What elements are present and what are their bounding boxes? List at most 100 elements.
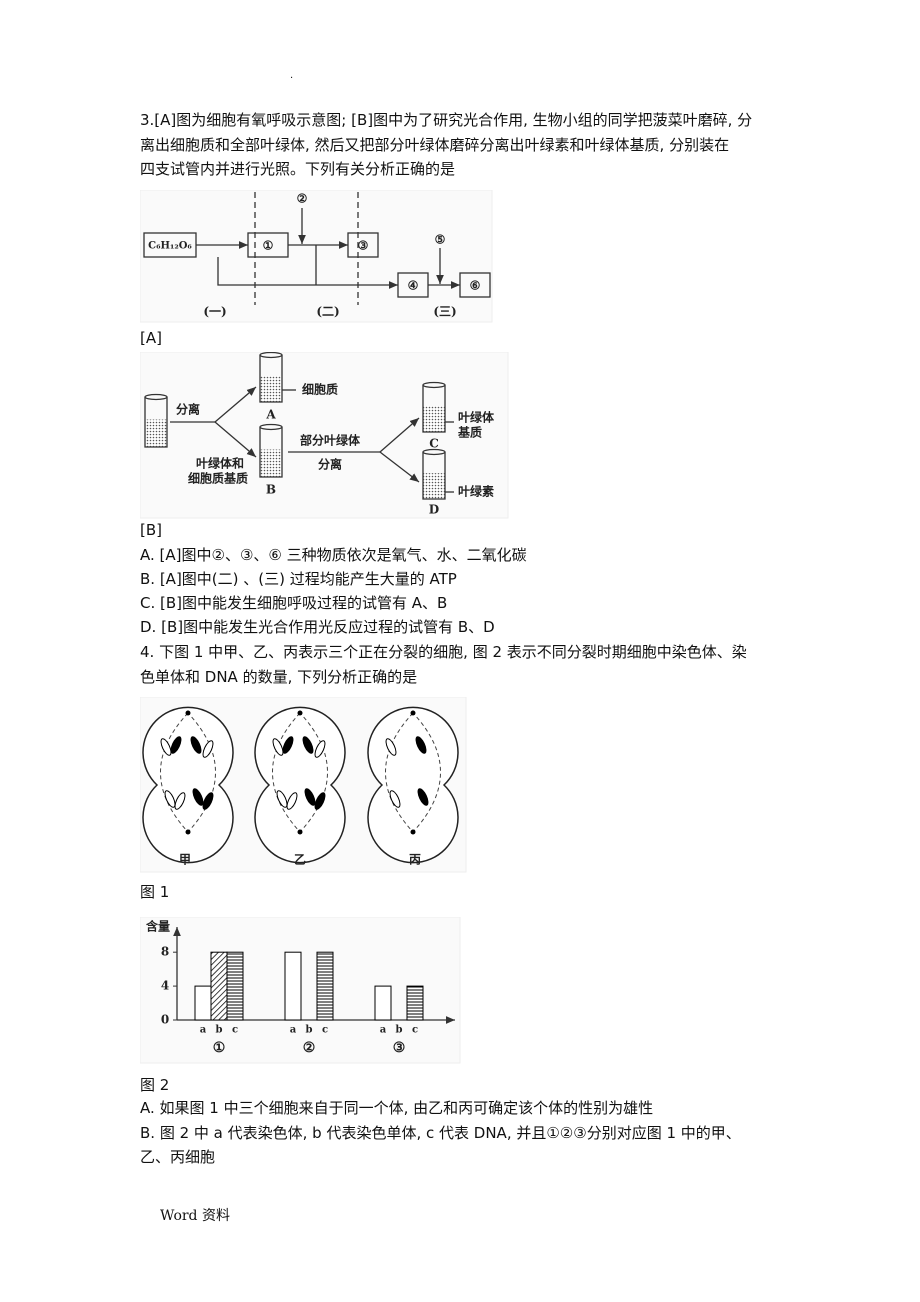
centriole	[297, 829, 303, 835]
tube	[259, 355, 283, 403]
label: 分离	[318, 457, 342, 472]
stem-line: 3.[A]图为细胞有氧呼吸示意图; [B]图中为了研究光合作用, 生物小组的同学…	[140, 111, 753, 129]
chromosome	[282, 736, 294, 754]
caption: 图 2	[140, 1076, 170, 1094]
label: (一)	[203, 305, 226, 319]
label: 叶绿体和	[196, 456, 244, 471]
x-tick-label: ②	[303, 1040, 316, 1056]
series-label: a	[290, 1025, 297, 1036]
option: C. [B]图中能发生细胞呼吸过程的试管有 A、B	[140, 594, 448, 612]
centriole	[185, 829, 191, 835]
chromosome	[304, 788, 316, 806]
caption: [A]	[140, 329, 162, 347]
y-axis-label: 含量	[146, 919, 170, 934]
option: A. 如果图 1 中三个细胞来自于同一个体, 由乙和丙可确定该个体的性别为雄性	[140, 1099, 654, 1117]
label: ①	[263, 239, 274, 253]
bar	[210, 951, 228, 1021]
series-label: c	[412, 1025, 418, 1036]
chromosome	[286, 792, 298, 810]
centriole	[410, 710, 416, 716]
label: (二)	[316, 305, 339, 319]
label: C₆H₁₂O₆	[148, 241, 192, 252]
option: 乙、丙细胞	[140, 1148, 216, 1166]
bar	[226, 951, 244, 1021]
cell	[367, 706, 459, 864]
label: B	[266, 483, 276, 497]
option: B. 图 2 中 a 代表染色体, b 代表染色单体, c 代表 DNA, 并且…	[140, 1123, 741, 1142]
label: (三)	[433, 305, 456, 319]
stem-line: 4. 下图 1 中甲、乙、丙表示三个正在分裂的细胞, 图 2 表示不同分裂时期细…	[140, 643, 747, 661]
label: 分离	[176, 402, 200, 417]
label: 基质	[457, 425, 482, 440]
tube	[422, 452, 446, 500]
chromosome	[192, 788, 204, 806]
option: A. [A]图中②、③、⑥ 三种物质依次是氧气、水、二氧化碳	[140, 546, 527, 564]
figure-1: 甲 乙 丙	[140, 697, 467, 873]
label: ③	[358, 239, 369, 253]
centriole	[297, 710, 303, 716]
cell	[254, 706, 346, 864]
chromosome	[314, 792, 326, 810]
chromosome	[385, 738, 397, 756]
option: D. [B]图中能发生光合作用光反应过程的试管有 B、D	[140, 618, 495, 636]
series-label: c	[322, 1025, 328, 1036]
stem-line: 色单体和 DNA 的数量, 下列分析正确的是	[140, 667, 418, 686]
series-label: b	[306, 1025, 313, 1036]
label: ⑤	[435, 233, 446, 247]
bar	[284, 951, 302, 1021]
label: A	[265, 408, 276, 422]
label: C	[429, 437, 439, 451]
chromosome	[202, 740, 214, 758]
caption: [B]	[140, 521, 162, 539]
tube-content	[260, 376, 282, 402]
chromosome	[202, 792, 214, 810]
label: ②	[297, 192, 308, 206]
chromosome	[276, 790, 288, 808]
y-tick-label: 4	[161, 979, 169, 993]
series-label: b	[216, 1025, 223, 1036]
figure-a: C₆H₁₂O₆ ① ② ③ ④ ⑤ ⑥ (一) (二) (三)	[140, 190, 493, 323]
chromosome	[190, 736, 202, 754]
series-label: a	[380, 1025, 387, 1036]
label: 乙	[294, 853, 306, 867]
chromosome	[314, 740, 326, 758]
header-mark: .	[290, 70, 294, 81]
x-tick-label: ③	[393, 1040, 406, 1056]
chromosome	[389, 790, 401, 808]
chromosome	[174, 792, 186, 810]
label: 丙	[409, 853, 421, 867]
chromosome	[302, 736, 314, 754]
label: ⑥	[470, 279, 481, 293]
chromosome	[272, 738, 284, 756]
option: B. [A]图中(二) 、(三) 过程均能产生大量的 ATP	[140, 570, 457, 588]
bar	[316, 951, 334, 1021]
series-label: b	[396, 1025, 403, 1036]
caption: 图 1	[140, 883, 170, 901]
label: 细胞质	[302, 382, 338, 397]
tube-rim	[259, 423, 283, 431]
tube	[259, 427, 283, 478]
chromosome	[415, 736, 427, 754]
tube-content	[260, 449, 282, 477]
tube-rim	[422, 381, 446, 389]
label: 细胞质基质	[188, 471, 248, 486]
chromosome	[170, 736, 182, 754]
label: 叶绿素	[458, 484, 494, 499]
footer: Word 资料	[160, 1208, 230, 1224]
tube-content	[145, 419, 167, 447]
tube-rim	[422, 448, 446, 456]
bar	[374, 985, 392, 1021]
label: ④	[408, 279, 419, 293]
figure-b: 分离 细胞质 A B 叶绿体和 细胞质基质 部分叶绿体 分离 C 叶绿体 基质 …	[140, 352, 509, 519]
label: 部分叶绿体	[300, 433, 361, 448]
tube-rim	[259, 352, 283, 359]
y-tick-label: 0	[161, 1013, 169, 1027]
tube	[422, 385, 446, 433]
label: 叶绿体	[458, 410, 495, 425]
x-tick-label: ①	[213, 1040, 226, 1056]
series-label: a	[200, 1025, 207, 1036]
bar	[194, 985, 212, 1021]
chromosome	[417, 788, 429, 806]
